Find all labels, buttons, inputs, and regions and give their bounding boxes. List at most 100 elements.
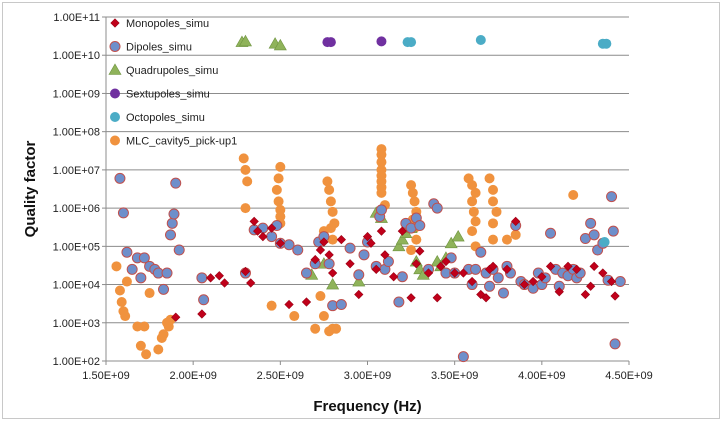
data-point — [501, 234, 512, 245]
x-tick-label: 2.50E+09 — [257, 370, 304, 382]
data-point — [114, 285, 125, 296]
data-point — [318, 311, 329, 322]
data-point — [585, 217, 597, 229]
data-point — [406, 245, 417, 256]
data-point — [458, 268, 469, 278]
legend-marker — [109, 41, 121, 52]
data-point — [491, 206, 502, 217]
data-point — [470, 263, 482, 275]
data-point — [492, 272, 504, 284]
data-point — [214, 271, 224, 281]
data-point — [375, 204, 387, 216]
data-point — [392, 239, 406, 252]
data-point — [488, 196, 499, 207]
data-point — [331, 323, 342, 334]
data-point — [249, 216, 259, 226]
data-point — [325, 37, 336, 48]
data-point — [325, 196, 336, 207]
data-point — [132, 321, 143, 332]
data-point — [396, 271, 408, 283]
data-point — [589, 261, 599, 271]
data-point — [240, 266, 251, 277]
data-point — [240, 203, 251, 214]
series-monopoles-simu — [171, 216, 620, 322]
data-point — [315, 291, 326, 302]
data-point — [467, 226, 478, 237]
data-point — [135, 340, 146, 351]
legend-marker — [110, 18, 120, 28]
data-point — [161, 267, 173, 279]
y-axis: 1.00E+02 1.00E+03 1.00E+04 1.00E+05 1.00E+06… — [53, 12, 107, 368]
legend-marker — [110, 112, 120, 122]
legend-label: Quadrupoles_simu — [126, 65, 218, 77]
legend-item: MLC_cavity5_pick-up1 — [110, 135, 237, 148]
data-point — [310, 323, 321, 334]
legend-marker — [108, 63, 122, 75]
data-point — [238, 34, 252, 47]
data-point — [415, 246, 425, 256]
data-point — [606, 276, 617, 287]
data-point — [411, 259, 421, 269]
x-axis: 1.50E+09 2.00E+09 2.50E+09 3.00E+09 3.50E+09… — [82, 360, 653, 382]
y-tick-label: 1.00E+07 — [53, 165, 100, 177]
data-point — [266, 223, 277, 233]
legend-item: Octopoles_simu — [110, 112, 205, 124]
data-point — [328, 268, 338, 278]
y-tick-label: 1.00E+05 — [53, 241, 100, 253]
data-point — [467, 180, 478, 191]
y-tick-label: 1.00E+02 — [53, 356, 100, 368]
data-point — [138, 252, 150, 264]
data-point — [219, 278, 230, 288]
data-point — [266, 300, 277, 311]
y-tick-label: 1.00E+11 — [53, 12, 100, 24]
data-point — [376, 149, 387, 160]
y-tick-label: 1.00E+10 — [53, 50, 100, 62]
data-point — [170, 177, 182, 189]
data-point — [467, 276, 477, 287]
y-tick-label: 1.00E+09 — [53, 88, 100, 100]
data-point — [601, 38, 612, 49]
data-point — [431, 202, 443, 214]
data-point — [563, 261, 573, 271]
data-point — [457, 351, 469, 363]
data-point — [484, 280, 496, 292]
data-point — [238, 153, 249, 164]
data-point — [586, 281, 596, 291]
legend-item: Sextupoles_simu — [110, 88, 210, 101]
data-point — [117, 207, 129, 219]
data-point — [436, 261, 446, 271]
data-point — [336, 234, 346, 245]
data-point — [353, 269, 365, 281]
legend-label: MLC_cavity5_pick-up1 — [126, 136, 237, 148]
data-point — [289, 311, 300, 322]
series-sextupoles-simu — [322, 36, 387, 48]
data-point — [358, 249, 370, 261]
data-point — [246, 278, 256, 288]
data-point — [135, 272, 147, 284]
data-point — [266, 231, 278, 243]
data-point — [153, 344, 164, 355]
data-point — [205, 273, 216, 283]
x-axis-title: Frequency (Hz) — [313, 398, 421, 415]
data-point — [598, 268, 608, 278]
data-point — [545, 227, 557, 239]
data-point — [406, 37, 417, 48]
data-point — [121, 246, 133, 258]
x-tick-label: 3.50E+09 — [431, 370, 478, 382]
y-tick-label: 1.00E+08 — [53, 127, 100, 139]
data-point — [468, 206, 479, 217]
data-point — [444, 236, 458, 249]
data-point — [519, 279, 530, 290]
data-point — [168, 208, 180, 220]
data-point — [451, 229, 465, 242]
x-tick-label: 4.00E+09 — [518, 370, 565, 382]
data-point — [323, 258, 335, 270]
data-point — [352, 274, 366, 287]
data-point — [344, 242, 356, 254]
gridlines — [106, 16, 629, 362]
data-point — [376, 187, 387, 198]
data-point — [116, 296, 127, 307]
data-point — [432, 293, 442, 303]
data-point — [607, 225, 619, 237]
data-point — [275, 161, 286, 172]
